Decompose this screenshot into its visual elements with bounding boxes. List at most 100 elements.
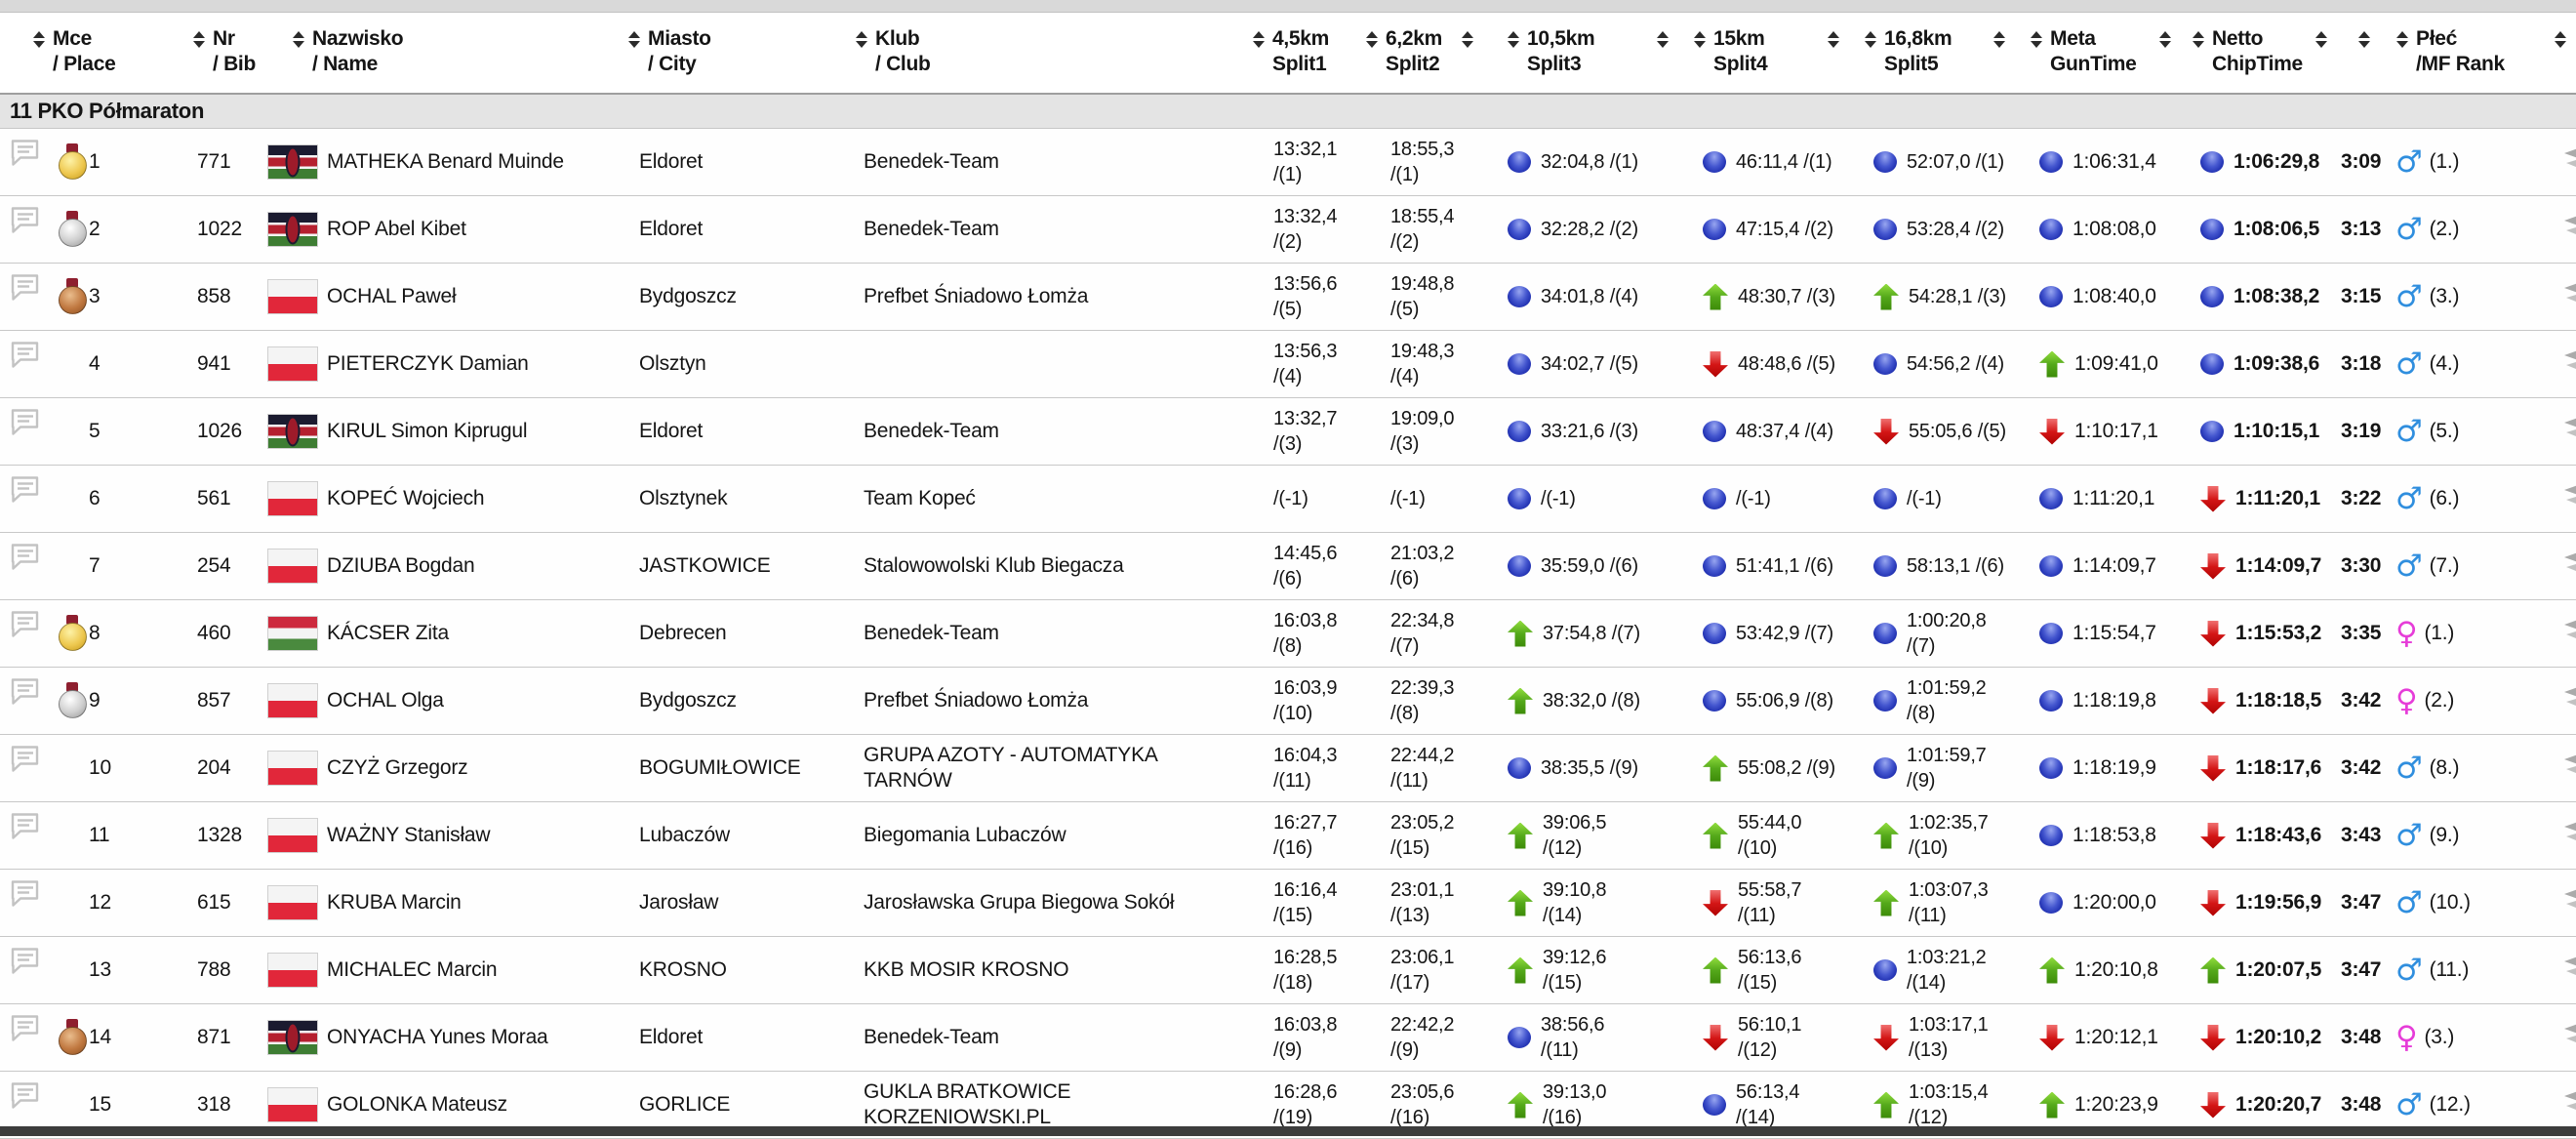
- place-value: 3: [89, 285, 101, 307]
- split5-cell: 1:00:20,8 /(7): [1849, 600, 2015, 667]
- club-value: Benedek-Team: [864, 1026, 999, 1048]
- split3-cell: 37:54,8 /(7): [1483, 600, 1678, 667]
- comment-icon[interactable]: [10, 341, 40, 369]
- result-row[interactable]: 1 771 MATHEKA Benard Muinde Eldoret Bene…: [0, 129, 2576, 196]
- column-header-split4[interactable]: 15km Split4: [1678, 13, 1849, 93]
- split4-cell: 55:06,9 /(8): [1678, 668, 1849, 734]
- sex-icon: [2395, 1023, 2418, 1053]
- comment-icon[interactable]: [10, 677, 40, 706]
- split5-cell: 55:05,6 /(5): [1849, 398, 2015, 465]
- split1-cell: 16:27,7 /(16): [1273, 812, 1338, 859]
- pace-value: 3:47: [2341, 958, 2382, 981]
- split3-cell: 39:12,6 /(15): [1483, 937, 1678, 1003]
- mf-rank-value: (1.): [2424, 622, 2455, 644]
- split5-cell: 1:01:59,7 /(9): [1849, 735, 2015, 801]
- row-link-icon[interactable]: [2562, 619, 2576, 648]
- comment-icon[interactable]: [10, 475, 40, 504]
- column-header-sex-rank[interactable]: Płeć/MF Rank: [2391, 13, 2576, 93]
- column-header-split3[interactable]: 10,5km Split3: [1483, 13, 1678, 93]
- chiptime-value: 1:20:10,2: [2235, 1026, 2322, 1048]
- sort-icon: [1694, 31, 1706, 77]
- result-row[interactable]: 3 858 OCHAL Paweł Bydgoszcz Prefbet Śnia…: [0, 264, 2576, 331]
- results-table-header: Mce / Place Nr / Bib Nazwisko / Name Miasto…: [0, 13, 2576, 95]
- comment-icon[interactable]: [10, 206, 40, 234]
- column-header-guntime[interactable]: Meta GunTime: [2015, 13, 2181, 93]
- row-link-icon[interactable]: [2562, 215, 2576, 244]
- trend-icon: [1703, 488, 1726, 509]
- country-flag-icon: [268, 415, 317, 448]
- trend-icon: [1703, 283, 1728, 310]
- result-row[interactable]: 11 1328 WAŻNY Stanisław Lubaczów Biegoma…: [0, 802, 2576, 870]
- comment-icon[interactable]: [10, 745, 40, 773]
- comment-icon[interactable]: [10, 1014, 40, 1042]
- comment-icon[interactable]: [10, 408, 40, 436]
- result-row[interactable]: 14 871 ONYACHA Yunes Moraa Eldoret Bened…: [0, 1004, 2576, 1072]
- comment-icon[interactable]: [10, 1081, 40, 1110]
- trend-icon: [2039, 623, 2063, 644]
- row-link-icon[interactable]: [2562, 551, 2576, 581]
- comment-icon[interactable]: [10, 879, 40, 908]
- result-row[interactable]: 12 615 KRUBA Marcin Jarosław Jarosławska…: [0, 870, 2576, 937]
- column-header-city[interactable]: Miasto / City: [624, 13, 854, 93]
- row-link-icon[interactable]: [2562, 282, 2576, 311]
- result-row[interactable]: 7 254 DZIUBA Bogdan JASTKOWICE Stalowowo…: [0, 533, 2576, 600]
- bib-value: 561: [197, 487, 231, 509]
- row-link-icon[interactable]: [2562, 956, 2576, 985]
- result-row[interactable]: 8 460 KÁCSER Zita Debrecen Benedek-Team …: [0, 600, 2576, 668]
- column-header-place[interactable]: Mce / Place: [0, 13, 185, 93]
- country-flag-icon: [268, 347, 317, 381]
- city-value: Olsztynek: [639, 487, 728, 509]
- mf-rank-value: (2.): [2424, 689, 2455, 712]
- row-link-icon[interactable]: [2562, 417, 2576, 446]
- sort-icon: [2031, 31, 2042, 77]
- trend-icon: [1703, 350, 1728, 378]
- comment-icon[interactable]: [10, 812, 40, 840]
- medal-icon: [54, 681, 89, 720]
- row-link-icon[interactable]: [2562, 349, 2576, 379]
- column-header-pace[interactable]: [2337, 13, 2391, 93]
- comment-icon[interactable]: [10, 947, 40, 975]
- split5-cell: 1:03:17,1 /(13): [1849, 1004, 2015, 1071]
- sex-icon: [2395, 619, 2418, 649]
- bib-value: 858: [197, 285, 231, 307]
- row-link-icon[interactable]: [2562, 1090, 2576, 1119]
- club-value: Biegomania Lubaczów: [864, 824, 1067, 846]
- row-link-icon[interactable]: [2562, 821, 2576, 850]
- comment-icon[interactable]: [10, 139, 40, 167]
- row-link-icon[interactable]: [2562, 753, 2576, 783]
- mf-rank-value: (2.): [2429, 218, 2460, 240]
- row-link-icon[interactable]: [2562, 147, 2576, 177]
- column-header-split2[interactable]: 6,2km Split2: [1366, 13, 1483, 93]
- column-header-name[interactable]: Nazwisko / Name: [263, 13, 624, 93]
- comment-icon[interactable]: [10, 273, 40, 302]
- result-row[interactable]: 4 941 PIETERCZYK Damian Olsztyn 13:56,3 …: [0, 331, 2576, 398]
- result-row[interactable]: 9 857 OCHAL Olga Bydgoszcz Prefbet Śniad…: [0, 668, 2576, 735]
- comment-icon[interactable]: [10, 610, 40, 638]
- column-header-split5[interactable]: 16,8km Split5: [1849, 13, 2015, 93]
- comment-icon[interactable]: [10, 543, 40, 571]
- pace-value: 3:47: [2341, 891, 2382, 914]
- city-value: Eldoret: [639, 420, 704, 442]
- column-header-split1[interactable]: 4,5km Split1: [1249, 13, 1366, 93]
- trend-icon: [1873, 555, 1897, 577]
- result-row[interactable]: 5 1026 KIRUL Simon Kiprugul Eldoret Bene…: [0, 398, 2576, 466]
- result-row[interactable]: 13 788 MICHALEC Marcin KROSNO KKB MOSIR …: [0, 937, 2576, 1004]
- sex-icon: [2395, 956, 2423, 986]
- runner-name: MATHEKA Benard Muinde: [327, 150, 564, 173]
- place-value: 7: [89, 554, 101, 577]
- row-link-icon[interactable]: [2562, 686, 2576, 715]
- result-row[interactable]: 2 1022 ROP Abel Kibet Eldoret Benedek-Te…: [0, 196, 2576, 264]
- column-header-club[interactable]: Klub / Club: [854, 13, 1249, 93]
- sex-icon: [2395, 282, 2423, 312]
- result-row[interactable]: 6 561 KOPEĆ Wojciech Olsztynek Team Kope…: [0, 466, 2576, 533]
- sort-icon: [856, 31, 867, 48]
- result-row[interactable]: 10 204 CZYŻ Grzegorz BOGUMIŁOWICE GRUPA …: [0, 735, 2576, 802]
- row-link-icon[interactable]: [2562, 888, 2576, 917]
- column-header-chiptime[interactable]: Netto ChipTime: [2181, 13, 2337, 93]
- column-header-bib[interactable]: Nr / Bib: [185, 13, 263, 93]
- trend-icon: [2039, 825, 2063, 846]
- club-value: Team Kopeć: [864, 487, 976, 509]
- row-link-icon[interactable]: [2562, 484, 2576, 513]
- chiptime-value: 1:20:20,7: [2235, 1093, 2322, 1116]
- row-link-icon[interactable]: [2562, 1023, 2576, 1052]
